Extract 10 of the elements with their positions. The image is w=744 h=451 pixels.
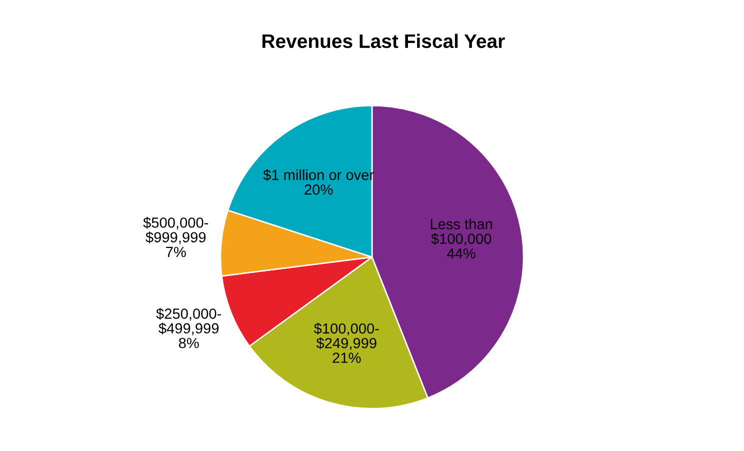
data-label: 7% xyxy=(166,246,186,258)
slice-label: $100,000- $249,999 xyxy=(314,322,379,350)
data-label: 8% xyxy=(178,338,199,348)
data-label: 44% xyxy=(447,248,476,259)
chart-title: Revenues Last Fiscal Year xyxy=(262,34,505,48)
slice-label: Less than $100,000 xyxy=(430,218,492,246)
slice-label: $250,000- $499,999 xyxy=(156,308,222,336)
slice-label: $500,000- $999,999 xyxy=(143,216,208,244)
data-label: 21% xyxy=(332,352,361,363)
data-label: 20% xyxy=(304,184,333,195)
